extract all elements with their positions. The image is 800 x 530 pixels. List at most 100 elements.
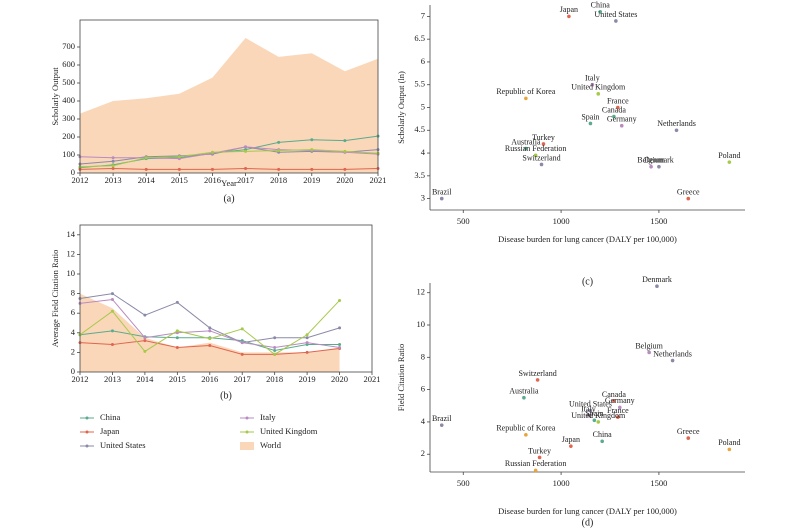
point: [110, 297, 114, 301]
point: [655, 284, 659, 289]
point: [305, 350, 309, 354]
y-tick-label: 500: [62, 77, 75, 87]
point: [177, 155, 181, 159]
legend-marker: [245, 430, 249, 434]
y-tick-label: 700: [62, 41, 75, 51]
x-tick-label: 2021: [364, 374, 381, 384]
y-tick-label: 4: [71, 327, 76, 337]
point: [208, 329, 212, 333]
x-tick-label: 2015: [171, 175, 188, 185]
x-tick-label: 2016: [204, 175, 221, 185]
point: [310, 148, 314, 152]
x-tick-label: 1500: [650, 478, 667, 488]
y-tick-label: 2: [421, 448, 425, 458]
point: [439, 196, 444, 201]
x-tick-label: 2012: [72, 374, 89, 384]
point: [143, 339, 147, 343]
point: [617, 405, 622, 410]
point: [111, 167, 115, 170]
y-tick-label: 600: [62, 59, 75, 69]
point: [175, 329, 179, 333]
x-tick-label: 2019: [299, 374, 316, 384]
point: [533, 468, 538, 473]
x-tick-label: 2017: [237, 175, 254, 185]
point: [111, 164, 115, 168]
area: [80, 293, 340, 372]
point: [310, 167, 314, 171]
y-tick-label: 4: [421, 147, 426, 157]
x-tick-label: 500: [457, 478, 470, 488]
point-label: Republic of Korea: [496, 87, 556, 96]
x-tick-label: 1500: [650, 216, 667, 226]
x-tick-label: 2018: [270, 175, 287, 185]
point-label: Russian Federation: [505, 144, 567, 153]
y-tick-label: 6.5: [414, 33, 425, 43]
point: [535, 378, 540, 382]
point: [657, 164, 661, 169]
y-tick-label: 10: [67, 268, 76, 278]
y-tick-label: 400: [62, 95, 75, 105]
point: [277, 167, 281, 171]
legend-marker: [85, 430, 89, 434]
point-label: Republic of Korea: [496, 424, 556, 433]
point-label: Denmark: [642, 275, 672, 284]
point: [277, 140, 281, 144]
x-axis-title: Year: [221, 178, 237, 188]
point: [143, 336, 147, 340]
point: [522, 395, 526, 400]
y-tick-label: 12: [417, 287, 426, 297]
point: [144, 167, 148, 171]
point: [569, 444, 573, 448]
point-label: France: [607, 96, 629, 105]
x-tick-label: 1000: [553, 478, 570, 488]
y-tick-label: 12: [67, 248, 76, 258]
y-axis-title: Scholarly Output (ln): [396, 71, 406, 144]
point: [343, 139, 347, 143]
x-axis-title: Disease burden for lung cancer (DALY per…: [498, 234, 677, 244]
point: [647, 350, 651, 355]
point-label: Turkey: [532, 133, 555, 142]
point-label: Germany: [605, 396, 635, 405]
point-label: United Kingdom: [571, 411, 626, 420]
point-label: Greece: [677, 187, 700, 196]
point: [674, 128, 679, 133]
point-label: Netherlands: [653, 349, 692, 358]
point: [537, 455, 542, 460]
point-label: Japan: [562, 435, 580, 444]
panel-label: (c): [582, 276, 593, 287]
point: [110, 329, 114, 333]
point-label: Canada: [602, 390, 626, 399]
x-tick-label: 500: [457, 216, 470, 226]
plot-frame: [79, 224, 373, 373]
point: [208, 337, 212, 341]
legend-swatch: [240, 442, 254, 450]
point-label: Spain: [581, 112, 599, 121]
line: [79, 149, 379, 168]
point-label: Switzerland: [522, 153, 560, 162]
point: [338, 326, 342, 330]
plot-frame: [79, 19, 379, 174]
point-label: Switzerland: [518, 369, 556, 378]
y-axis-title: Average Field Citation Ratio: [50, 250, 60, 348]
point: [586, 413, 591, 418]
x-axis-title: Disease burden for lung cancer (DALY per…: [498, 506, 677, 516]
point: [111, 156, 115, 160]
legend-marker: [245, 416, 249, 420]
point: [670, 358, 675, 363]
point: [616, 415, 620, 419]
x-tick-label: 2017: [234, 374, 251, 384]
point-label: Spain: [585, 409, 603, 418]
point-label: Brazil: [432, 187, 452, 196]
panel-label: (a): [223, 193, 234, 204]
x-tick-label: 2015: [169, 374, 186, 384]
point: [598, 10, 603, 14]
point-label: United Kingdom: [571, 83, 626, 92]
point: [110, 343, 114, 347]
y-tick-label: 0: [71, 167, 75, 177]
point-label: Brazil: [432, 414, 452, 423]
legend-label: United States: [100, 440, 146, 450]
panel-label: (b): [220, 390, 232, 401]
point: [175, 300, 179, 304]
y-tick-label: 10: [417, 319, 426, 329]
panel-label: (d): [582, 517, 594, 528]
